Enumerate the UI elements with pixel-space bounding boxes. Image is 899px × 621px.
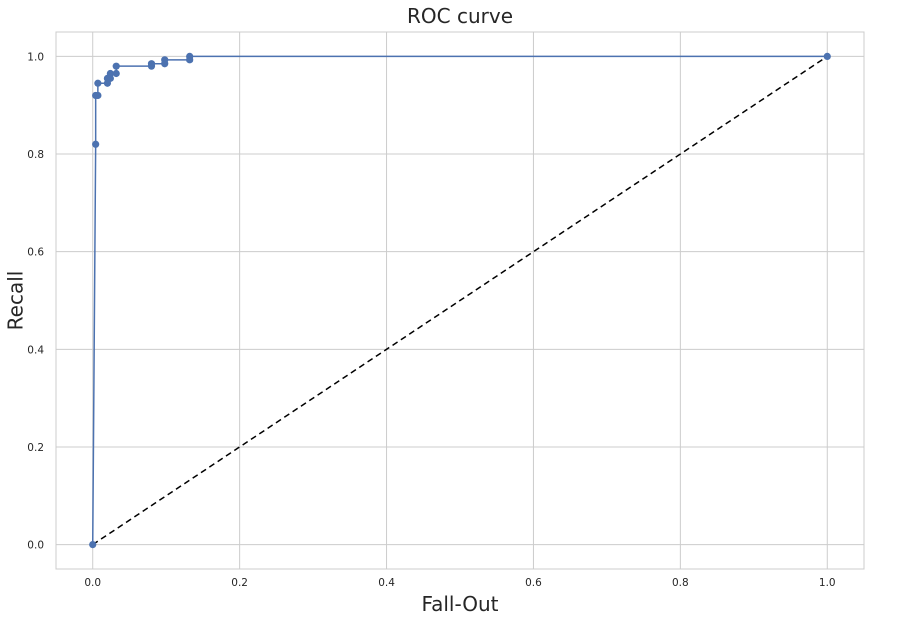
roc-point (186, 52, 194, 61)
x-tick-label: 0.0 (84, 577, 101, 589)
x-tick-label: 0.4 (378, 577, 395, 589)
roc-point (89, 540, 97, 549)
y-tick-label: 0.2 (27, 442, 44, 454)
x-tick-label: 0.2 (231, 577, 248, 589)
roc-point (94, 91, 102, 100)
y-axis-title: Recall (4, 271, 28, 331)
roc-point (147, 60, 156, 68)
x-tick-label: 0.8 (672, 577, 689, 589)
chart-title: ROC curve (407, 4, 513, 28)
roc-point (106, 69, 114, 78)
tick-layer: 0.0 0.2 0.4 0.6 0.8 1.0 0.0 0.2 0.4 0.6 0.8 1.0 (27, 51, 835, 589)
x-axis-title: Fall-Out (421, 592, 498, 616)
roc-point (823, 52, 831, 61)
roc-point (161, 56, 169, 64)
roc-point (112, 62, 120, 70)
roc-point (94, 79, 102, 87)
y-tick-label: 1.0 (27, 51, 44, 63)
y-tick-label: 0.8 (27, 149, 44, 161)
y-tick-label: 0.4 (27, 344, 44, 356)
roc-point (112, 69, 120, 78)
diagonal-reference-line (92, 55, 828, 546)
x-tick-label: 1.0 (819, 577, 836, 589)
x-tick-label: 0.6 (525, 577, 542, 589)
series-layer (89, 52, 831, 549)
y-tick-label: 0.0 (27, 540, 44, 552)
plot-frame (55, 31, 865, 570)
y-tick-label: 0.6 (27, 247, 44, 259)
roc-point (92, 140, 100, 148)
